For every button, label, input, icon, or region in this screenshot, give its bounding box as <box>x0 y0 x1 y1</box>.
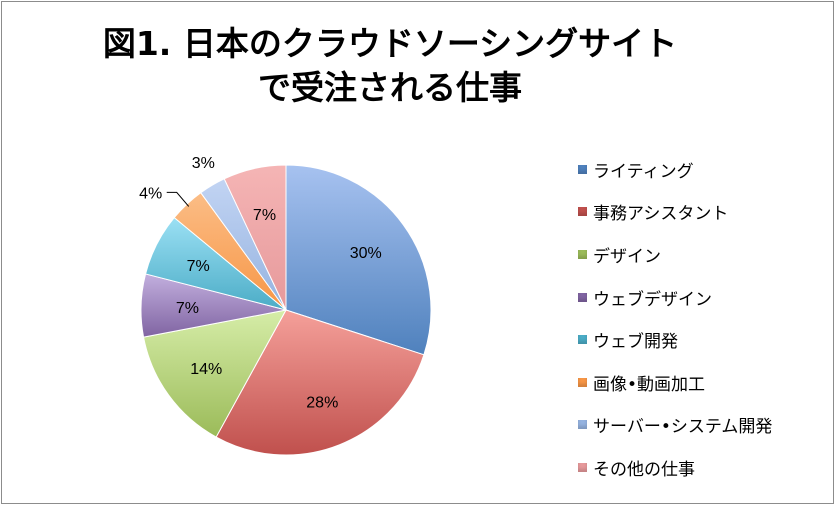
chart-title-line-1: 図1. 日本のクラウドソーシングサイト <box>102 24 678 63</box>
data-label-4: 7% <box>176 300 199 317</box>
legend-swatch <box>578 462 587 472</box>
data-label-7: 3% <box>192 155 215 172</box>
legend-item: 事務アシスタント <box>578 191 772 234</box>
legend-item: ライティング <box>578 148 772 191</box>
data-label-2: 28% <box>306 395 338 412</box>
legend-label: ウェブデザイン <box>593 289 712 310</box>
legend-swatch <box>578 249 587 259</box>
legend-swatch <box>578 420 587 430</box>
data-label-6: 4% <box>139 185 162 202</box>
legend-label: デザイン <box>593 246 661 267</box>
legend-swatch <box>578 207 587 217</box>
legend-swatch <box>578 335 587 345</box>
legend-item: 画像•動画加工 <box>578 361 772 404</box>
pie-slice-2 <box>215 309 425 456</box>
legend: ライティング事務アシスタント デザインウェブデザイン ウェブ開発画像•動画加工サーバ… <box>578 148 772 489</box>
legend-label: 画像•動画加工 <box>593 374 706 395</box>
legend-item: その他の仕事 <box>578 446 772 489</box>
data-label-8: 7% <box>253 207 276 224</box>
legend-item: ウェブ開発 <box>578 318 772 361</box>
legend-label: サーバー•システム開発 <box>593 417 773 438</box>
legend-item: ウェブデザイン <box>578 276 772 319</box>
legend-swatch <box>578 292 587 302</box>
chart-title-line-2: で受注される仕事 <box>258 68 522 107</box>
data-label-5: 7% <box>187 258 210 275</box>
legend-label: 事務アシスタント <box>593 204 729 225</box>
data-label-1: 30% <box>350 245 382 262</box>
pie-slice-3 <box>142 309 287 438</box>
leader-line <box>166 191 190 207</box>
legend-swatch <box>578 164 587 174</box>
data-label-3: 14% <box>190 361 222 378</box>
legend-label: ウェブ開発 <box>593 332 678 353</box>
legend-item: デザイン <box>578 233 772 276</box>
pie-slice-8 <box>223 164 287 311</box>
legend-label: ライティング <box>593 161 694 182</box>
legend-swatch <box>578 377 587 387</box>
pie-slice-1 <box>285 164 432 356</box>
chart-title: 図1. 日本のクラウドソーシングサイト で受注される仕事 <box>60 22 720 110</box>
legend-label: その他の仕事 <box>593 459 695 480</box>
legend-item: サーバー•システム開発 <box>578 404 772 447</box>
